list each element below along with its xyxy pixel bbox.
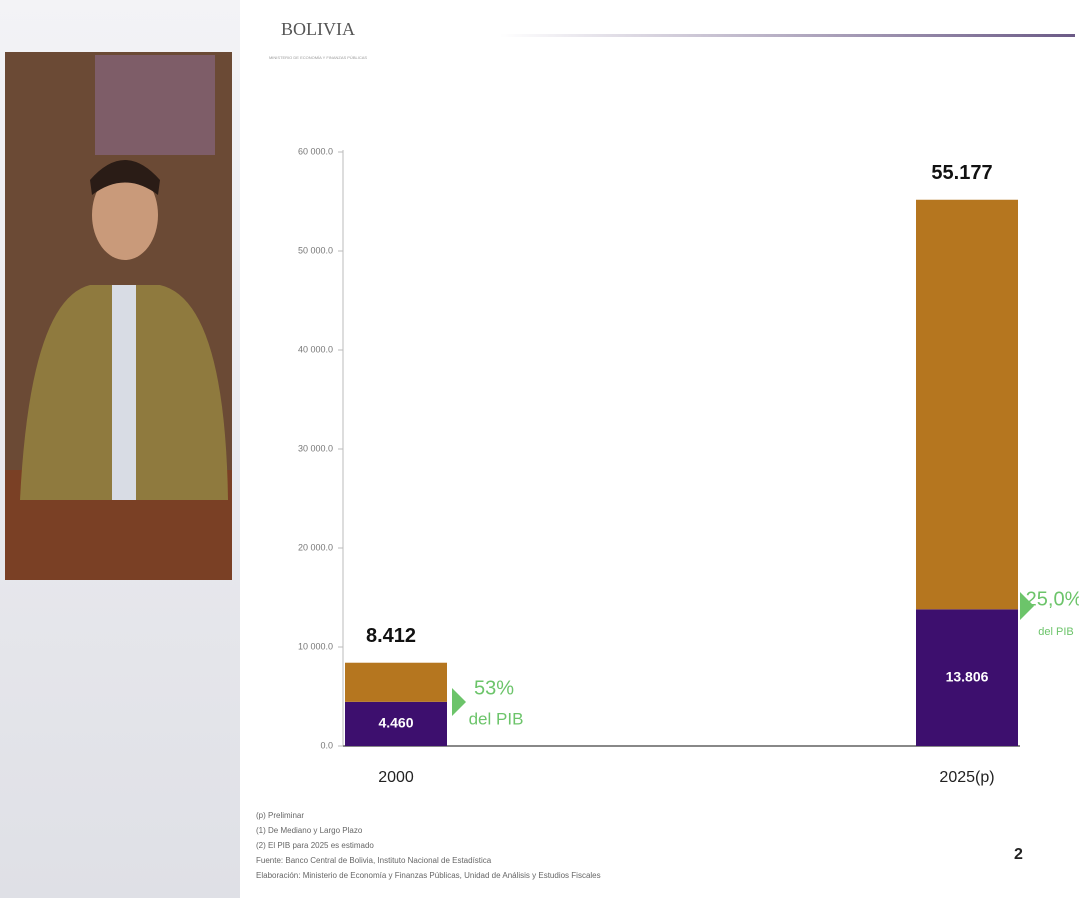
footnote: (2) El PIB para 2025 es estimado	[256, 841, 374, 850]
total-label: 55.177	[931, 162, 992, 184]
y-tick-label: 20 000.0	[298, 542, 333, 552]
x-tick-label: 2000	[378, 769, 414, 786]
y-tick-label: 0.0	[320, 740, 333, 750]
annotation: 25,0%	[1026, 588, 1079, 610]
footnote: (p) Preliminar	[256, 811, 304, 820]
y-tick-label: 30 000.0	[298, 443, 333, 453]
annotation-sub: del PIB	[1038, 626, 1073, 638]
y-tick-label: 10 000.0	[298, 641, 333, 651]
y-tick-label: 50 000.0	[298, 245, 333, 255]
header-title: BOLIVIA	[281, 19, 355, 39]
footnote: Fuente: Banco Central de Bolivia, Instit…	[256, 856, 492, 865]
value-label: 13.806	[946, 668, 989, 684]
page: {"header":{"title":"BOLIVIA","subtitle":…	[0, 0, 1079, 898]
page-number: 2	[1014, 846, 1023, 863]
y-tick-label: 60 000.0	[298, 146, 333, 156]
arrow	[452, 688, 466, 716]
footnote: (1) De Mediano y Largo Plazo	[256, 826, 363, 835]
y-tick-label: 40 000.0	[298, 344, 333, 354]
slide: BOLIVIA MINISTERIO DE ECONOMÍA Y FINANZA…	[0, 0, 1079, 898]
value-label: 4.460	[378, 715, 413, 731]
x-tick-label: 2025(p)	[939, 769, 994, 786]
footnote: Elaboración: Ministerio de Economía y Fi…	[256, 871, 601, 880]
header-subtitle: MINISTERIO DE ECONOMÍA Y FINANZAS PÚBLIC…	[269, 55, 367, 60]
header-rule	[500, 34, 1075, 37]
annotation-sub: del PIB	[469, 709, 524, 728]
annotation: 53%	[474, 677, 514, 699]
bar-segment	[916, 200, 1018, 610]
bar-segment	[345, 663, 447, 702]
video-inset	[5, 52, 232, 580]
total-label: 8.412	[366, 625, 416, 647]
